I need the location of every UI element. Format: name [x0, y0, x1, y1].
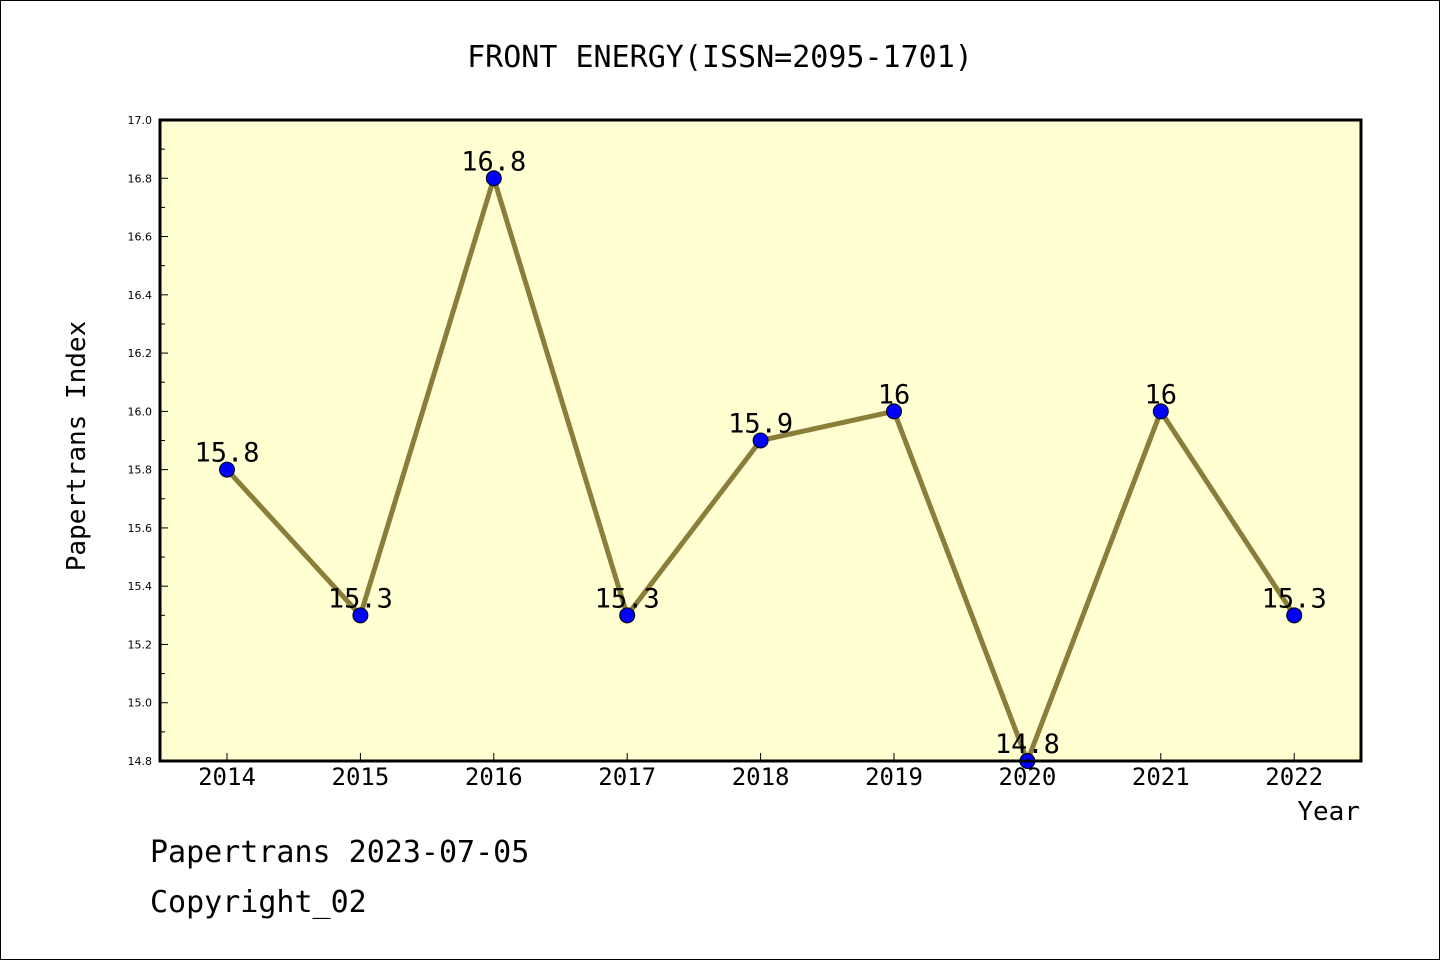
x-tick-label: 2017	[598, 763, 656, 791]
data-label: 15.3	[1262, 583, 1327, 614]
data-label: 15.3	[595, 583, 660, 614]
y-tick-label: 16.6	[128, 231, 153, 244]
footer-copyright: Copyright_02	[150, 885, 367, 920]
plot-border	[158, 118, 1363, 763]
y-tick-label: 16.8	[128, 172, 153, 185]
data-label: 15.3	[328, 583, 393, 614]
y-tick-label: 15.8	[128, 464, 153, 477]
data-label: 16	[1145, 379, 1178, 410]
data-point	[352, 607, 369, 624]
x-tick-label: 2014	[198, 763, 256, 791]
y-tick-label: 15.2	[128, 638, 153, 651]
y-tick-label: 16.0	[128, 405, 153, 418]
y-axis-label: Papertrans Index	[62, 321, 92, 571]
data-label: 15.9	[728, 409, 793, 440]
y-tick-label: 17.0	[128, 114, 153, 127]
x-tick-label: 2018	[732, 763, 790, 791]
data-point	[619, 607, 636, 624]
data-label: 14.8	[995, 729, 1060, 760]
x-tick-label: 2015	[332, 763, 390, 791]
data-point	[1152, 403, 1169, 420]
data-point	[219, 461, 235, 478]
x-axis: 2014 2015 2016 2017 2018 2019 2020 2021 2022	[198, 753, 1323, 791]
data-label: 15.8	[194, 438, 259, 469]
chart-title: FRONT ENERGY(ISSN=2095-1701)	[467, 40, 973, 75]
data-point	[485, 170, 502, 187]
x-tick-label: 2021	[1132, 763, 1190, 791]
data-label: 16	[878, 379, 911, 410]
y-axis: 14.8 15.0 15.2 15.4 15.6 15.8 16.0 16.2 16.4 16.6…	[128, 114, 168, 768]
footer-date: Papertrans 2023-07-05	[150, 835, 530, 870]
x-tick-label: 2022	[1265, 763, 1323, 791]
y-tick-label: 16.4	[128, 289, 153, 302]
y-tick-label: 15.4	[128, 580, 153, 593]
data-markers	[219, 170, 1303, 769]
data-point	[752, 432, 769, 449]
data-label: 16.8	[461, 146, 526, 177]
x-tick-label: 2016	[465, 763, 523, 791]
x-tick-label: 2019	[865, 763, 923, 791]
y-tick-label: 16.2	[128, 347, 153, 360]
data-point	[1286, 607, 1303, 624]
y-tick-label: 14.8	[128, 755, 153, 768]
x-axis-label: Year	[1297, 797, 1360, 827]
y-tick-label: 15.0	[128, 697, 153, 710]
data-labels: 15.8 15.3 16.8 15.3 15.9 16 14.8 16 15.3	[194, 146, 1326, 760]
y-tick-label: 15.6	[128, 522, 153, 535]
data-point	[886, 403, 902, 420]
